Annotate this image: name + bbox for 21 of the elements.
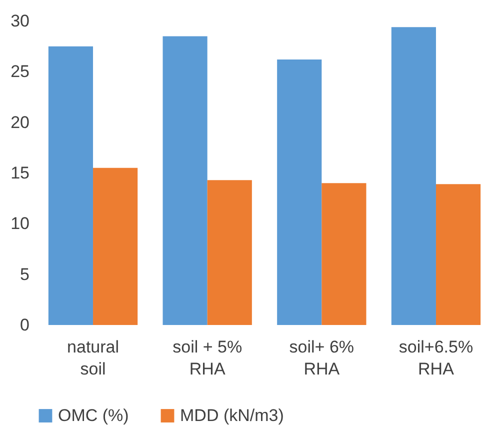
- y-tick-label: 0: [20, 316, 30, 334]
- x-tick-label: soil + 5% RHA: [172, 338, 242, 378]
- legend-label: OMC (%): [58, 406, 129, 425]
- x-tick-label: soil+6.5% RHA: [398, 338, 474, 378]
- legend-label: MDD (kN/m3): [180, 406, 284, 425]
- y-tick-label: 15: [10, 164, 30, 182]
- bar: [93, 168, 138, 325]
- y-tick-label: 25: [10, 62, 30, 82]
- bar: [277, 60, 322, 325]
- y-tick-label: 5: [20, 264, 30, 284]
- y-tick-label: 20: [10, 112, 30, 132]
- y-tick-label: 30: [10, 12, 30, 30]
- y-tick-label: 10: [10, 214, 30, 234]
- bar: [48, 46, 94, 325]
- x-tick-label: soil+ 6% RHA: [289, 338, 354, 378]
- bar: [391, 27, 436, 325]
- bar: [436, 184, 481, 325]
- bar: [322, 183, 366, 325]
- bar: [207, 180, 252, 325]
- bar: [162, 36, 208, 325]
- x-tick-label: natural soil: [67, 338, 120, 378]
